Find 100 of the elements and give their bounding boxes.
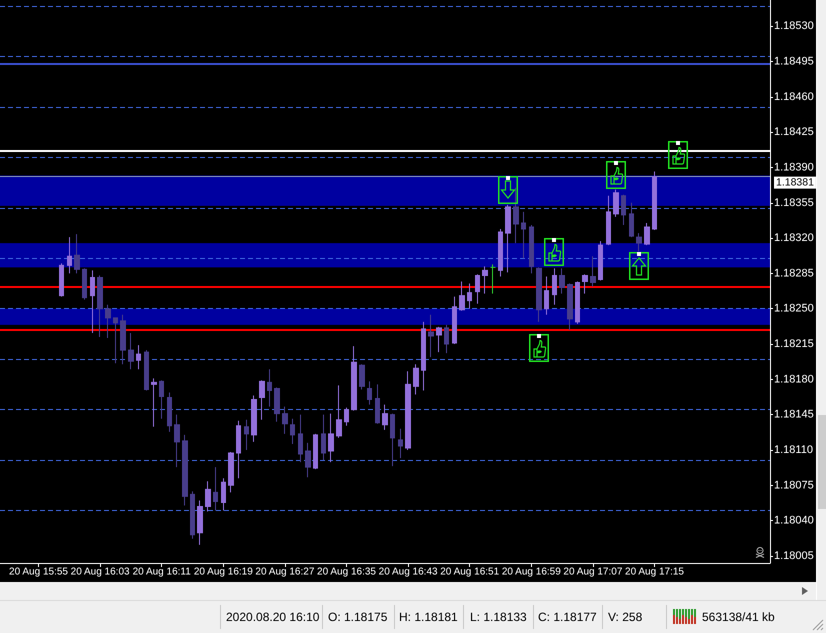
candlestick xyxy=(359,364,365,390)
y-tick-label: 1.18005 xyxy=(774,550,814,562)
candlestick xyxy=(120,314,126,365)
candlestick xyxy=(174,414,180,468)
x-tick-label: 20 Aug 16:59 xyxy=(502,566,562,578)
y-tick-label: 1.18495 xyxy=(774,56,814,68)
y-tick-label: 1.18110 xyxy=(774,444,813,456)
candlestick xyxy=(274,386,280,422)
candlestick xyxy=(598,240,603,281)
candlestick xyxy=(259,380,265,420)
candlestick xyxy=(552,268,557,306)
candlestick xyxy=(367,380,372,406)
ref-line-label: 1.18381 xyxy=(776,176,814,189)
candlestick xyxy=(97,274,103,338)
candlestick xyxy=(197,500,203,546)
candlestick xyxy=(613,189,619,218)
candlestick xyxy=(128,332,134,370)
candlestick xyxy=(529,224,534,274)
candlestick xyxy=(644,222,650,246)
candlestick xyxy=(328,413,334,463)
x-tick-label: 20 Aug 16:35 xyxy=(317,566,376,578)
candlestick xyxy=(444,324,449,354)
candlestick xyxy=(221,478,226,512)
candlestick xyxy=(505,204,511,273)
y-tick-label: 1.18320 xyxy=(774,232,814,244)
candlestick xyxy=(321,414,326,461)
candlestick xyxy=(167,392,172,432)
text: 563138/41 kb xyxy=(702,609,775,626)
candlestick xyxy=(336,384,342,438)
candlestick xyxy=(213,466,218,512)
candlestick xyxy=(398,428,403,459)
y-tick-label: 1.18040 xyxy=(774,514,814,527)
candlestick xyxy=(382,404,388,430)
candlestick xyxy=(251,395,257,442)
x-tick-label: 20 Aug 16:11 xyxy=(132,566,192,578)
y-tick-label: 1.18285 xyxy=(774,267,814,280)
candlestick xyxy=(421,321,426,391)
candlestick xyxy=(351,346,357,412)
y-tick-label: 1.18530 xyxy=(774,20,814,32)
x-tick-label: 20 Aug 16:27 xyxy=(255,566,315,578)
candlestick xyxy=(205,480,211,512)
x-tick-label: 20 Aug 16:43 xyxy=(378,566,438,578)
candlestick xyxy=(390,413,395,467)
x-tick-label: 20 Aug 15:55 xyxy=(9,566,68,578)
candlestick xyxy=(606,195,611,246)
x-tick-label: 20 Aug 17:15 xyxy=(625,566,684,578)
text: 2020.08.20 16:10 xyxy=(226,609,320,626)
candlestick xyxy=(282,406,288,434)
candlestick xyxy=(652,171,657,231)
x-tick-label: 20 Aug 16:19 xyxy=(194,566,254,578)
candlestick xyxy=(190,490,195,540)
y-tick-label: 1.18180 xyxy=(774,373,814,386)
candlestick xyxy=(236,420,241,479)
y-tick-label: 1.18460 xyxy=(774,90,814,103)
candlestick xyxy=(405,370,411,450)
candlestick xyxy=(267,368,272,408)
candlestick xyxy=(413,364,419,396)
candlestick xyxy=(298,414,303,463)
candlestick xyxy=(498,228,503,277)
candlestick xyxy=(467,283,472,310)
y-tick-label: 1.18355 xyxy=(774,196,814,209)
candlestick xyxy=(90,270,95,334)
candlestick xyxy=(575,281,580,324)
candlestick xyxy=(428,314,434,358)
candlestick xyxy=(113,317,118,364)
y-tick-label: 1.18215 xyxy=(774,338,814,350)
candlestick xyxy=(59,262,64,298)
candlestick xyxy=(82,268,87,300)
y-tick-label: 1.18425 xyxy=(774,126,814,138)
x-tick-label: 20 Aug 17:07 xyxy=(563,566,623,578)
candlestick xyxy=(452,296,457,345)
candlestick xyxy=(290,418,295,444)
candlestick xyxy=(636,232,642,252)
candlestick xyxy=(105,304,111,338)
candlestick xyxy=(67,236,72,274)
candlestick xyxy=(182,434,188,506)
candlestick xyxy=(482,266,488,294)
candlestick xyxy=(74,234,80,274)
candlestick xyxy=(536,266,542,322)
candlestick xyxy=(136,344,141,370)
candlestick xyxy=(475,274,480,304)
y-tick-label: 1.18390 xyxy=(774,161,814,174)
candlestick xyxy=(490,264,496,294)
x-tick-label: 20 Aug 16:03 xyxy=(70,566,130,578)
candlestick xyxy=(375,384,380,424)
text: L: 1.18133 xyxy=(470,609,527,626)
candlestick xyxy=(590,256,596,288)
candlestick xyxy=(559,268,565,294)
candlestick xyxy=(144,350,149,391)
candlestick xyxy=(521,211,526,259)
candlestick xyxy=(459,281,465,312)
y-tick-label: 1.18075 xyxy=(774,479,814,492)
candlestick xyxy=(436,326,442,353)
candlestick xyxy=(629,202,634,238)
candlestick xyxy=(313,433,318,470)
candlestick xyxy=(305,442,311,478)
candlestick xyxy=(344,407,349,426)
text: V: 258 xyxy=(608,609,642,626)
candlestick xyxy=(151,378,157,428)
text: H: 1.18181 xyxy=(399,609,458,626)
